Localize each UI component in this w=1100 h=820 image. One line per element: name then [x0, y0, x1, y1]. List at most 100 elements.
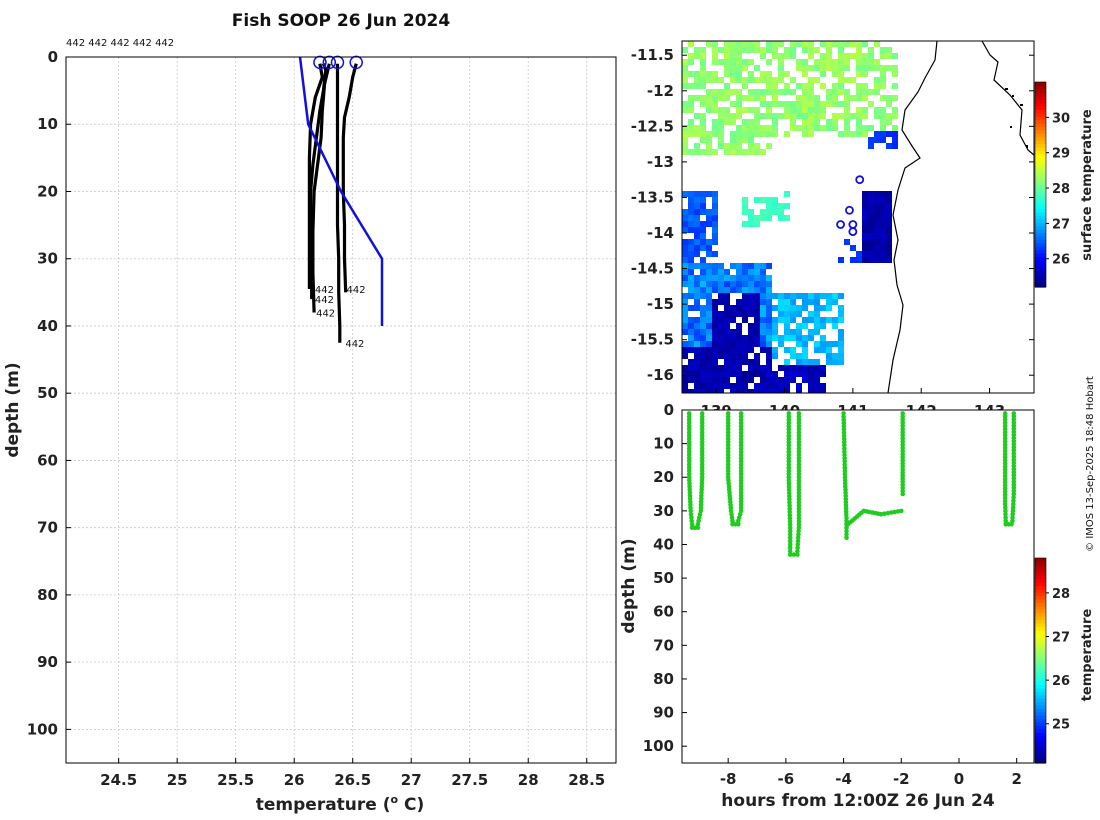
- sst-cell: [700, 365, 706, 371]
- sst-cell: [880, 65, 886, 71]
- temperature-colorbar-segment: [1035, 636, 1046, 641]
- section-x-axis-label: hours from 12:00Z 26 Jun 24: [721, 791, 995, 811]
- sst-cell: [838, 311, 844, 317]
- sst-cell: [808, 365, 814, 371]
- section-point: [1011, 495, 1016, 500]
- profile-y-tick-label: 0: [48, 48, 58, 66]
- sst-cell: [784, 131, 790, 137]
- sst-cell: [814, 65, 820, 71]
- sst-cell: [712, 59, 718, 65]
- sst-cell: [712, 107, 718, 113]
- sst-cell: [742, 125, 748, 131]
- sst-cell: [760, 47, 766, 53]
- sst-cell: [766, 281, 772, 287]
- sst-cell: [850, 257, 856, 263]
- sst-cell: [820, 347, 826, 353]
- sst-cell: [688, 365, 694, 371]
- sst-cell: [826, 65, 832, 71]
- section-point: [738, 462, 744, 467]
- sst-colorbar-segment: [1035, 92, 1046, 97]
- sst-cell: [754, 269, 760, 275]
- temperature-colorbar-segment: [1035, 722, 1046, 727]
- sst-cell: [700, 137, 706, 143]
- temperature-colorbar-segment: [1035, 602, 1046, 607]
- sst-colorbar-segment: [1035, 116, 1046, 121]
- sst-cell: [784, 107, 790, 113]
- section-point: [841, 427, 847, 432]
- sst-cell: [724, 371, 730, 377]
- sst-cell: [832, 299, 838, 305]
- section-point: [686, 455, 692, 461]
- section-point: [842, 449, 847, 455]
- sst-cell: [694, 221, 700, 227]
- sst-cell: [700, 149, 706, 155]
- series-profile-4: [335, 63, 342, 343]
- sst-cell: [772, 95, 778, 101]
- sst-cell: [706, 305, 712, 311]
- temperature-colorbar-segment: [1035, 578, 1046, 583]
- sst-cell: [694, 47, 700, 53]
- temperature-colorbar-segment: [1035, 558, 1046, 563]
- sst-cell: [772, 353, 778, 359]
- sst-cell: [790, 329, 796, 335]
- temperature-colorbar-segment: [1035, 728, 1046, 733]
- sst-cell: [688, 341, 694, 347]
- sst-cell: [790, 47, 796, 53]
- sst-cell: [706, 359, 712, 365]
- profile-x-tick-label: 28.5: [568, 771, 605, 789]
- sst-cell: [712, 275, 718, 281]
- sst-cell: [754, 47, 760, 53]
- sst-cell: [754, 197, 760, 203]
- sst-cell: [748, 107, 754, 113]
- sst-cell: [742, 287, 748, 293]
- section-point: [796, 532, 801, 537]
- sst-cell: [736, 41, 742, 47]
- sst-cell: [724, 341, 730, 347]
- section-point: [725, 465, 731, 471]
- section-point: [725, 455, 731, 461]
- temperature-colorbar-segment: [1035, 698, 1046, 703]
- sst-cell: [892, 71, 898, 77]
- cast-4: [841, 411, 905, 541]
- sst-cell: [826, 41, 832, 47]
- sst-cell: [682, 293, 688, 299]
- sst-cell: [748, 263, 754, 269]
- sst-cell: [700, 125, 706, 131]
- marker-4: [349, 55, 363, 70]
- sst-cell: [880, 113, 886, 119]
- sst-cell: [718, 293, 724, 299]
- sst-colorbar-tick-label: 30: [1052, 111, 1070, 126]
- sst-cell: [724, 89, 730, 95]
- section-point: [1003, 511, 1008, 517]
- sst-cell: [826, 341, 832, 347]
- sst-cell: [688, 83, 694, 89]
- section-point: [791, 552, 797, 557]
- sst-cell: [838, 59, 844, 65]
- sst-cell: [754, 353, 760, 359]
- sst-cell: [742, 47, 748, 53]
- sst-cell: [844, 113, 850, 119]
- sst-cell: [808, 299, 814, 305]
- sst-cell: [736, 287, 742, 293]
- sst-cell: [736, 323, 742, 329]
- profile-x-tick-label: 27.5: [451, 771, 488, 789]
- sst-cell: [880, 77, 886, 83]
- sst-cell: [724, 329, 730, 335]
- sst-cell: [886, 203, 892, 209]
- sst-cell: [760, 377, 766, 383]
- sst-cell: [832, 101, 838, 107]
- sst-cell: [706, 281, 712, 287]
- figure-title: Fish SOOP 26 Jun 2024: [232, 11, 451, 31]
- section-point: [738, 465, 744, 471]
- sst-cell: [694, 347, 700, 353]
- sst-colorbar-segment: [1035, 276, 1046, 281]
- sst-cell: [802, 47, 808, 53]
- temperature-colorbar-segment: [1035, 575, 1046, 580]
- section-point: [689, 522, 695, 527]
- sst-cell: [796, 59, 802, 65]
- section-point: [1010, 505, 1016, 510]
- sst-cell: [700, 77, 706, 83]
- sst-cell: [706, 329, 712, 335]
- sst-cell: [838, 113, 844, 119]
